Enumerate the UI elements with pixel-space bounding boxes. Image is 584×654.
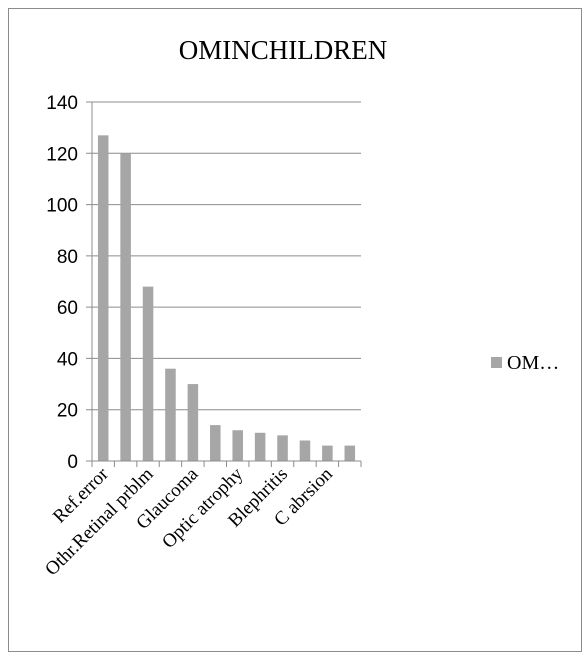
bar	[210, 425, 221, 461]
bar	[97, 135, 109, 461]
y-axis-tick-labels: 0 20 40 60 80 100 120 140	[46, 93, 78, 473]
y-tick-label: 20	[57, 401, 78, 422]
bar	[142, 286, 154, 461]
bar	[322, 445, 333, 461]
y-tick-label: 60	[57, 298, 78, 319]
gridlines	[86, 101, 361, 411]
legend-swatch	[491, 357, 502, 368]
y-tick-label: 40	[57, 349, 78, 370]
bar	[299, 440, 311, 461]
y-tick-label: 120	[46, 144, 78, 165]
bar	[254, 432, 266, 461]
bar	[165, 368, 176, 461]
y-tick-label: 140	[46, 93, 78, 114]
legend: OM…	[491, 352, 559, 374]
bar	[187, 384, 199, 461]
y-tick-label: 80	[57, 247, 78, 268]
axes	[86, 102, 362, 467]
bar-chart: OMINCHILDREN 0 20 40 60 80 100 120 140 Ref.erro…	[41, 35, 559, 580]
chart-frame: OMINCHILDREN 0 20 40 60 80 100 120 140 Ref.erro…	[8, 8, 582, 652]
chart-title: OMINCHILDREN	[179, 35, 388, 65]
y-tick-label: 0	[67, 452, 78, 473]
bar	[120, 153, 131, 462]
y-tick-label: 100	[46, 196, 78, 217]
bar	[344, 445, 356, 461]
bars	[97, 135, 356, 462]
legend-label: OM…	[507, 352, 559, 374]
bar	[277, 435, 288, 461]
bar	[232, 430, 243, 461]
